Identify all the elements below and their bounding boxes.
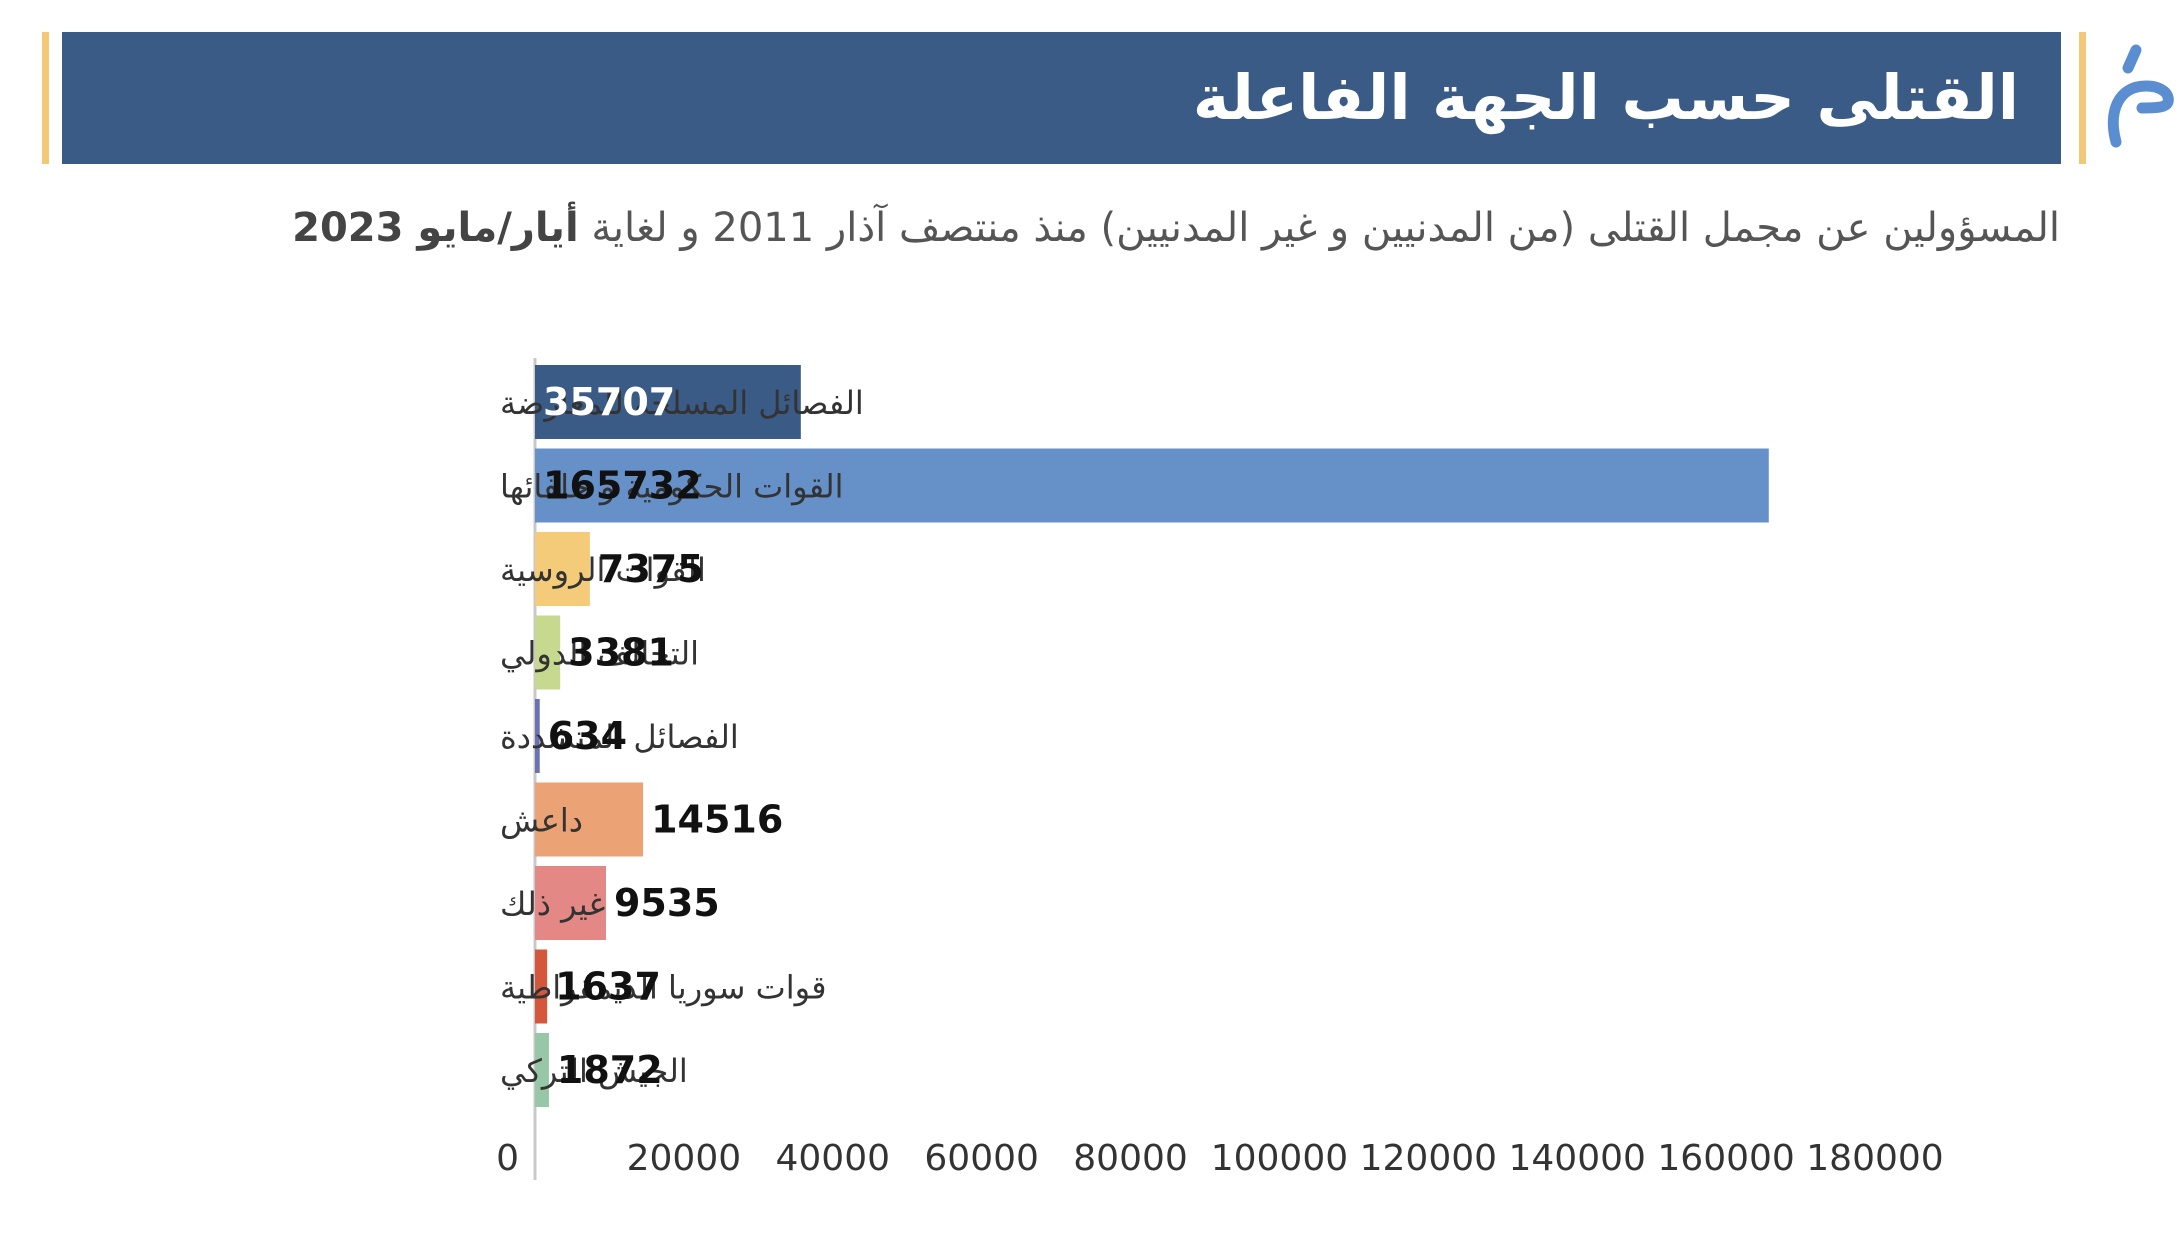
- subtitle-date: أيار/مايو 2023: [292, 205, 579, 251]
- value-label: 9535: [614, 881, 720, 925]
- category-label: داعش: [500, 802, 583, 840]
- bar: [535, 532, 590, 606]
- bar: [535, 866, 606, 940]
- bar: [535, 365, 801, 439]
- value-label: 7375: [598, 547, 704, 591]
- x-tick-label: 20000: [627, 1138, 742, 1179]
- x-tick-label: 80000: [1073, 1138, 1188, 1179]
- bar: [535, 949, 548, 1024]
- category-label: الفصائل المتشددة: [500, 718, 739, 756]
- x-tick-label: 0: [496, 1138, 519, 1179]
- bar: [535, 615, 561, 690]
- page-title: القتلى حسب الجهة الفاعلة: [1192, 61, 2019, 134]
- x-tick-label: 120000: [1360, 1138, 1497, 1179]
- x-tick-label: 40000: [776, 1138, 891, 1179]
- x-tick-label: 180000: [1806, 1138, 1943, 1179]
- value-label: 14516: [651, 798, 783, 842]
- value-label: 165732: [543, 464, 702, 508]
- category-label: الفصائل المسلحة للمعارضة: [500, 384, 864, 422]
- subtitle-main: المسؤولين عن مجمل القتلى (من المدنيين و …: [591, 205, 2060, 251]
- value-label: 1637: [555, 965, 661, 1009]
- right-accent-stripe: [2079, 32, 2086, 164]
- left-accent-stripe: [42, 32, 49, 164]
- bar: [535, 699, 540, 773]
- value-label: 634: [548, 714, 627, 758]
- x-tick-label: 140000: [1509, 1138, 1646, 1179]
- category-label: الجيش التركي: [500, 1052, 688, 1090]
- bar: [535, 1033, 549, 1107]
- category-label: غير ذلك: [500, 885, 605, 923]
- category-label: قوات سوريا الديمقراطية: [500, 969, 827, 1007]
- category-label: القوات الحكومية و حلفائها: [500, 468, 844, 506]
- bar: [535, 782, 644, 857]
- title-bar: القتلى حسب الجهة الفاعلة: [62, 32, 2061, 164]
- value-label: 3381: [568, 631, 674, 675]
- x-tick-label: 100000: [1211, 1138, 1348, 1179]
- category-label: التحالف الدولي: [500, 635, 699, 673]
- x-tick-label: 60000: [924, 1138, 1039, 1179]
- category-label: القوات الروسية: [500, 551, 706, 589]
- value-label: 35707: [543, 380, 675, 424]
- x-tick-label: 160000: [1657, 1138, 1794, 1179]
- brand-logo-icon: [2107, 44, 2174, 148]
- chart-subtitle: المسؤولين عن مجمل القتلى (من المدنيين و …: [292, 205, 2060, 251]
- value-label: 1872: [557, 1048, 663, 1092]
- bar: [535, 448, 1769, 523]
